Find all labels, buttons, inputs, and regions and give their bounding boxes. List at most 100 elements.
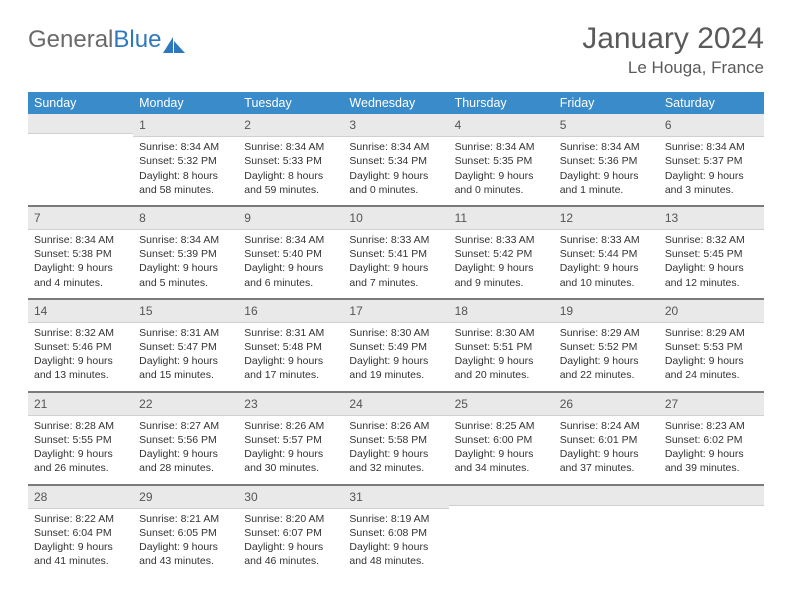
- day-number: 27: [659, 393, 764, 416]
- day-data: Sunrise: 8:32 AMSunset: 5:46 PMDaylight:…: [28, 323, 133, 391]
- day-daylight2: and 59 minutes.: [244, 183, 337, 197]
- day-sunrise: Sunrise: 8:22 AM: [34, 512, 127, 526]
- day-sunrise: Sunrise: 8:32 AM: [34, 326, 127, 340]
- calendar-day-cell: 14Sunrise: 8:32 AMSunset: 5:46 PMDayligh…: [28, 299, 133, 391]
- day-daylight2: and 39 minutes.: [665, 461, 758, 475]
- day-number: 21: [28, 393, 133, 416]
- calendar-week-row: 14Sunrise: 8:32 AMSunset: 5:46 PMDayligh…: [28, 299, 764, 391]
- calendar-day-cell: 6Sunrise: 8:34 AMSunset: 5:37 PMDaylight…: [659, 114, 764, 205]
- day-daylight1: Daylight: 9 hours: [244, 261, 337, 275]
- day-sunrise: Sunrise: 8:31 AM: [139, 326, 232, 340]
- calendar-day-cell: 18Sunrise: 8:30 AMSunset: 5:51 PMDayligh…: [449, 299, 554, 391]
- day-sunset: Sunset: 6:00 PM: [455, 433, 548, 447]
- day-sunset: Sunset: 6:08 PM: [349, 526, 442, 540]
- calendar-day-cell: 19Sunrise: 8:29 AMSunset: 5:52 PMDayligh…: [554, 299, 659, 391]
- day-daylight2: and 34 minutes.: [455, 461, 548, 475]
- day-daylight1: Daylight: 9 hours: [34, 447, 127, 461]
- brand-word-1: General: [28, 26, 113, 54]
- calendar-day-cell: [659, 485, 764, 577]
- day-number: 6: [659, 114, 764, 137]
- day-sunset: Sunset: 5:58 PM: [349, 433, 442, 447]
- day-data: Sunrise: 8:34 AMSunset: 5:38 PMDaylight:…: [28, 230, 133, 298]
- day-number: 28: [28, 486, 133, 509]
- day-daylight2: and 5 minutes.: [139, 276, 232, 290]
- day-number: [659, 486, 764, 506]
- day-number: 7: [28, 207, 133, 230]
- day-sunrise: Sunrise: 8:30 AM: [455, 326, 548, 340]
- calendar-day-cell: 23Sunrise: 8:26 AMSunset: 5:57 PMDayligh…: [238, 392, 343, 484]
- day-data: Sunrise: 8:34 AMSunset: 5:37 PMDaylight:…: [659, 137, 764, 205]
- day-data: Sunrise: 8:34 AMSunset: 5:36 PMDaylight:…: [554, 137, 659, 205]
- calendar-day-cell: 17Sunrise: 8:30 AMSunset: 5:49 PMDayligh…: [343, 299, 448, 391]
- day-daylight1: Daylight: 9 hours: [455, 354, 548, 368]
- day-number: 22: [133, 393, 238, 416]
- day-number: [28, 114, 133, 134]
- day-sunset: Sunset: 5:45 PM: [665, 247, 758, 261]
- day-data: Sunrise: 8:34 AMSunset: 5:39 PMDaylight:…: [133, 230, 238, 298]
- day-number: 17: [343, 300, 448, 323]
- calendar-day-cell: 24Sunrise: 8:26 AMSunset: 5:58 PMDayligh…: [343, 392, 448, 484]
- calendar-day-cell: 21Sunrise: 8:28 AMSunset: 5:55 PMDayligh…: [28, 392, 133, 484]
- day-header: Monday: [133, 92, 238, 114]
- day-sunset: Sunset: 5:40 PM: [244, 247, 337, 261]
- day-daylight2: and 12 minutes.: [665, 276, 758, 290]
- day-daylight2: and 28 minutes.: [139, 461, 232, 475]
- day-data: Sunrise: 8:22 AMSunset: 6:04 PMDaylight:…: [28, 509, 133, 577]
- day-daylight2: and 9 minutes.: [455, 276, 548, 290]
- day-daylight2: and 48 minutes.: [349, 554, 442, 568]
- day-daylight2: and 30 minutes.: [244, 461, 337, 475]
- day-sunrise: Sunrise: 8:34 AM: [244, 140, 337, 154]
- day-daylight2: and 19 minutes.: [349, 368, 442, 382]
- day-daylight2: and 22 minutes.: [560, 368, 653, 382]
- calendar-day-cell: 9Sunrise: 8:34 AMSunset: 5:40 PMDaylight…: [238, 206, 343, 298]
- day-data: Sunrise: 8:26 AMSunset: 5:57 PMDaylight:…: [238, 416, 343, 484]
- day-daylight2: and 3 minutes.: [665, 183, 758, 197]
- calendar-day-cell: 3Sunrise: 8:34 AMSunset: 5:34 PMDaylight…: [343, 114, 448, 205]
- day-data: Sunrise: 8:19 AMSunset: 6:08 PMDaylight:…: [343, 509, 448, 577]
- calendar-day-cell: 22Sunrise: 8:27 AMSunset: 5:56 PMDayligh…: [133, 392, 238, 484]
- day-data: Sunrise: 8:25 AMSunset: 6:00 PMDaylight:…: [449, 416, 554, 484]
- day-daylight2: and 4 minutes.: [34, 276, 127, 290]
- day-number: 29: [133, 486, 238, 509]
- day-header: Sunday: [28, 92, 133, 114]
- calendar-day-cell: 12Sunrise: 8:33 AMSunset: 5:44 PMDayligh…: [554, 206, 659, 298]
- day-data: Sunrise: 8:34 AMSunset: 5:34 PMDaylight:…: [343, 137, 448, 205]
- day-daylight2: and 20 minutes.: [455, 368, 548, 382]
- day-daylight1: Daylight: 9 hours: [34, 354, 127, 368]
- day-number: 10: [343, 207, 448, 230]
- calendar-day-cell: 31Sunrise: 8:19 AMSunset: 6:08 PMDayligh…: [343, 485, 448, 577]
- day-sunrise: Sunrise: 8:24 AM: [560, 419, 653, 433]
- day-header: Saturday: [659, 92, 764, 114]
- day-daylight1: Daylight: 9 hours: [665, 261, 758, 275]
- day-sunrise: Sunrise: 8:31 AM: [244, 326, 337, 340]
- day-sunset: Sunset: 5:47 PM: [139, 340, 232, 354]
- day-sunrise: Sunrise: 8:20 AM: [244, 512, 337, 526]
- calendar-day-cell: 4Sunrise: 8:34 AMSunset: 5:35 PMDaylight…: [449, 114, 554, 205]
- day-sunset: Sunset: 5:55 PM: [34, 433, 127, 447]
- day-data: Sunrise: 8:30 AMSunset: 5:51 PMDaylight:…: [449, 323, 554, 391]
- day-sunrise: Sunrise: 8:33 AM: [455, 233, 548, 247]
- day-sunrise: Sunrise: 8:34 AM: [244, 233, 337, 247]
- day-sunset: Sunset: 5:32 PM: [139, 154, 232, 168]
- day-number: 30: [238, 486, 343, 509]
- day-number: 25: [449, 393, 554, 416]
- day-sunrise: Sunrise: 8:32 AM: [665, 233, 758, 247]
- day-daylight1: Daylight: 9 hours: [560, 354, 653, 368]
- day-data: Sunrise: 8:21 AMSunset: 6:05 PMDaylight:…: [133, 509, 238, 577]
- day-daylight2: and 0 minutes.: [349, 183, 442, 197]
- day-daylight1: Daylight: 9 hours: [244, 447, 337, 461]
- day-number: 3: [343, 114, 448, 137]
- day-data: Sunrise: 8:33 AMSunset: 5:44 PMDaylight:…: [554, 230, 659, 298]
- day-data: Sunrise: 8:27 AMSunset: 5:56 PMDaylight:…: [133, 416, 238, 484]
- day-sunset: Sunset: 5:44 PM: [560, 247, 653, 261]
- calendar-day-cell: 16Sunrise: 8:31 AMSunset: 5:48 PMDayligh…: [238, 299, 343, 391]
- day-number: 20: [659, 300, 764, 323]
- day-number: [449, 486, 554, 506]
- day-sunset: Sunset: 5:48 PM: [244, 340, 337, 354]
- calendar-day-cell: [28, 114, 133, 205]
- day-data: Sunrise: 8:31 AMSunset: 5:47 PMDaylight:…: [133, 323, 238, 391]
- day-daylight1: Daylight: 9 hours: [139, 261, 232, 275]
- calendar-week-row: 7Sunrise: 8:34 AMSunset: 5:38 PMDaylight…: [28, 206, 764, 298]
- day-sunset: Sunset: 5:37 PM: [665, 154, 758, 168]
- calendar-day-cell: [449, 485, 554, 577]
